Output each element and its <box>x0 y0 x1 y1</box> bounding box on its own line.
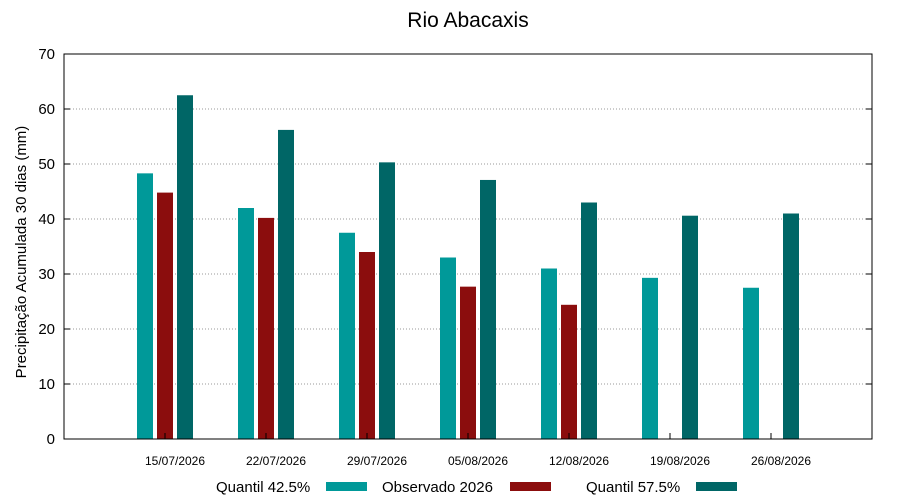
bar <box>642 277 658 439</box>
bar <box>339 232 355 439</box>
chart-title: Rio Abacaxis <box>407 9 528 32</box>
x-tick-label: 19/08/2026 <box>650 454 710 468</box>
bar <box>541 268 557 439</box>
bar <box>238 208 254 439</box>
legend-swatch <box>510 482 551 491</box>
y-tick-label: 30 <box>38 266 55 283</box>
y-tick-label: 60 <box>38 101 55 118</box>
y-axis-ticks: 0 10 20 30 40 50 60 70 <box>38 46 872 448</box>
bar <box>581 202 597 439</box>
bar <box>783 213 799 439</box>
x-tick-label: 15/07/2026 <box>145 454 205 468</box>
legend-label: Quantil 57.5% <box>586 479 680 496</box>
bar <box>278 129 294 439</box>
x-tick-label: 12/08/2026 <box>549 454 609 468</box>
bar <box>258 217 274 439</box>
y-axis-label: Precipitação Acumulada 30 dias (mm) <box>13 126 30 379</box>
y-tick-label: 70 <box>38 46 55 63</box>
bar <box>743 287 759 439</box>
y-tick-label: 40 <box>38 211 55 228</box>
bar <box>561 304 577 439</box>
legend-swatch <box>326 482 367 491</box>
x-tick-label: 29/07/2026 <box>347 454 407 468</box>
legend-label: Observado 2026 <box>382 479 493 496</box>
legend: Quantil 42.5% Observado 2026 Quantil 57.5% <box>216 479 737 496</box>
x-tick-label: 05/08/2026 <box>448 454 508 468</box>
legend-swatch <box>696 482 737 491</box>
bars <box>137 95 799 439</box>
bar <box>157 192 173 439</box>
y-tick-label: 20 <box>38 321 55 338</box>
y-tick-label: 10 <box>38 376 55 393</box>
x-tick-label: 22/07/2026 <box>246 454 306 468</box>
bar <box>480 179 496 439</box>
bar <box>359 252 375 439</box>
x-tick-label: 26/08/2026 <box>751 454 811 468</box>
bar <box>460 286 476 439</box>
x-axis-ticks: 15/07/2026 22/07/2026 29/07/2026 05/08/2026… <box>145 433 811 468</box>
bar <box>682 215 698 439</box>
legend-label: Quantil 42.5% <box>216 479 310 496</box>
bar <box>440 257 456 439</box>
bar <box>177 95 193 439</box>
bar <box>137 173 153 439</box>
bar <box>379 162 395 439</box>
y-tick-label: 50 <box>38 156 55 173</box>
y-tick-label: 0 <box>47 431 55 448</box>
